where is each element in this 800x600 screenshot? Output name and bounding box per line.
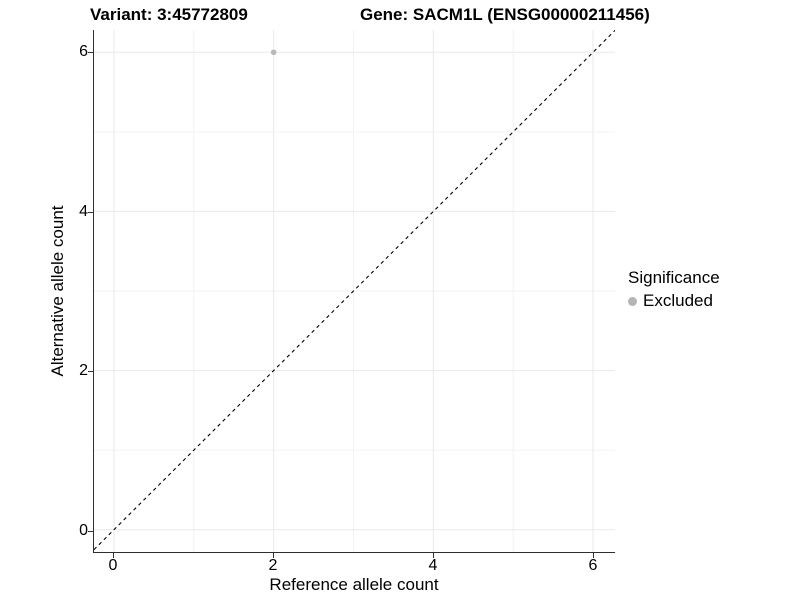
- plot-title-gene: Gene: SACM1L (ENSG00000211456): [360, 5, 650, 24]
- excluded-marker-icon: [628, 296, 637, 306]
- x-tick-mark: [593, 553, 594, 558]
- legend-item-excluded: Excluded: [628, 291, 720, 311]
- legend-item-label: Excluded: [643, 291, 713, 310]
- x-tick-mark: [433, 553, 434, 558]
- y-tick-mark: [88, 530, 93, 532]
- plot-panel: [93, 30, 615, 553]
- y-tick-label: 4: [79, 202, 88, 220]
- x-tick-mark: [113, 553, 114, 558]
- y-tick-label: 6: [79, 43, 88, 61]
- legend-title: Significance: [628, 268, 720, 287]
- x-axis-title: Reference allele count: [269, 575, 439, 594]
- y-tick-label: 0: [79, 521, 88, 539]
- plot-title-variant: Variant: 3:45772809: [90, 5, 248, 24]
- data-point: [270, 49, 277, 56]
- x-tick-label: 4: [428, 557, 438, 574]
- x-tick-label: 6: [588, 557, 598, 574]
- x-tick-label: 2: [268, 557, 278, 574]
- y-axis-tick-labels: 0 2 4 6: [60, 30, 88, 553]
- plot-canvas: [94, 30, 615, 552]
- y-tick-mark: [88, 211, 93, 213]
- x-tick-mark: [273, 553, 274, 558]
- y-tick-label: 2: [79, 362, 88, 380]
- x-tick-label: 0: [108, 557, 118, 574]
- y-tick-mark: [88, 371, 93, 373]
- x-axis-tick-labels: 0 2 4 6: [93, 557, 615, 577]
- y-tick-mark: [88, 52, 93, 54]
- legend: Significance Excluded: [628, 268, 720, 311]
